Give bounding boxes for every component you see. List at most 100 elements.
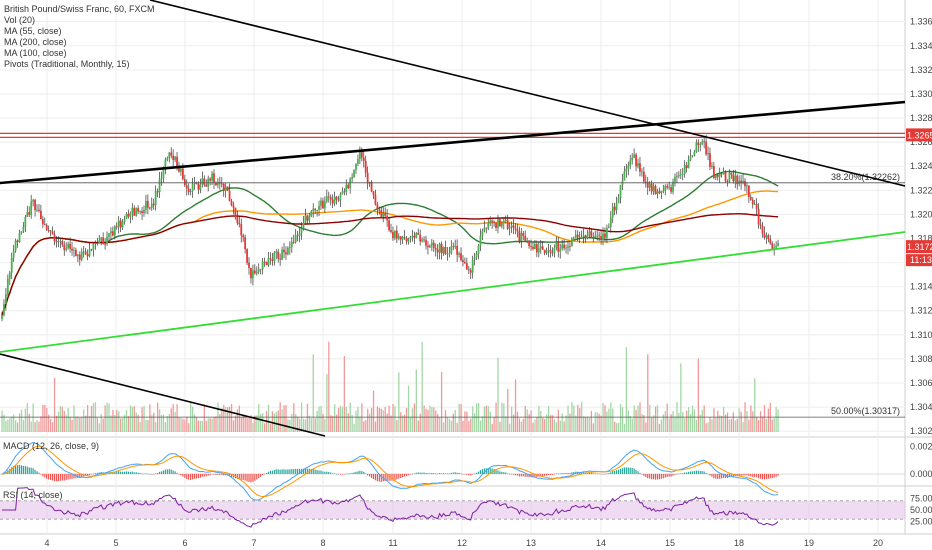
candle-bull <box>67 243 70 249</box>
macd-histogram-bar <box>450 472 452 474</box>
volume-bar <box>499 421 501 432</box>
volume-bar <box>86 405 89 432</box>
volume-bar <box>750 405 752 432</box>
candle-bull <box>728 172 731 182</box>
volume-bar <box>174 412 176 432</box>
volume-bar <box>547 406 550 432</box>
candle-bear <box>329 197 332 200</box>
macd-histogram-bar <box>686 472 688 474</box>
y-tick-label: 1.33400 <box>910 41 932 51</box>
macd-histogram-bar <box>182 473 184 477</box>
candle-bull <box>695 142 698 152</box>
macd-histogram-bar <box>228 473 231 477</box>
candle-bear <box>242 235 245 238</box>
candle-bull <box>73 249 75 251</box>
volume-bar <box>645 422 647 432</box>
candle-bear <box>203 178 206 185</box>
candle-bull <box>481 230 484 236</box>
volume-bar <box>112 409 114 432</box>
macd-histogram-bar <box>765 473 767 479</box>
macd-histogram-bar <box>205 473 207 477</box>
candle-bear <box>244 237 247 250</box>
trendline-support <box>0 231 906 353</box>
candle-bear <box>265 261 268 266</box>
macd-histogram-bar <box>285 469 287 474</box>
rsi-tick-label: 75.00 <box>910 494 932 504</box>
rsi-tick-label: 50.00 <box>910 505 932 515</box>
macd-histogram-bar <box>658 473 661 480</box>
macd-histogram-bar <box>372 473 375 480</box>
volume-bar <box>16 422 19 432</box>
macd-histogram-bar <box>627 467 629 474</box>
candle-bull <box>12 250 15 258</box>
macd-histogram-bar <box>699 470 701 474</box>
candle-bull <box>605 228 608 238</box>
macd-histogram-bar <box>773 473 775 478</box>
candle-bull <box>180 168 182 172</box>
candle-bull <box>446 253 449 255</box>
macd-histogram-bar <box>297 468 299 474</box>
macd-histogram-bar <box>479 470 482 474</box>
candle-bull <box>20 231 23 233</box>
candle-bull <box>98 240 101 244</box>
candle-bear <box>405 237 408 242</box>
macd-histogram-bar <box>750 473 752 477</box>
volume-bar <box>575 415 577 432</box>
volume-bar <box>339 405 342 432</box>
volume-bar <box>90 405 93 432</box>
macd-histogram-bar <box>717 473 719 479</box>
volume-bar <box>450 420 452 432</box>
macd-histogram-bar <box>746 473 748 476</box>
macd-histogram-bar <box>244 473 246 481</box>
candle-bull <box>14 240 17 251</box>
volume-bar <box>248 417 250 432</box>
candle-bull <box>664 185 667 191</box>
macd-histogram-bar <box>312 469 314 474</box>
macd-histogram-bar <box>499 471 501 474</box>
macd-histogram-bar <box>676 473 678 475</box>
candle-bear <box>613 206 616 211</box>
volume-bar <box>439 417 441 432</box>
macd-histogram-bar <box>509 473 511 475</box>
candle-bear <box>549 250 552 253</box>
volume-bar <box>168 414 170 432</box>
volume-bar <box>392 403 394 432</box>
macd-histogram-bar <box>193 473 196 479</box>
candle-bull <box>534 244 536 250</box>
macd-histogram-bar <box>332 473 334 474</box>
macd-histogram-bar <box>404 473 406 477</box>
candle-bull <box>255 271 258 274</box>
macd-histogram-bar <box>707 473 709 475</box>
volume-bar <box>22 419 25 432</box>
volume-bar <box>584 416 587 432</box>
macd-histogram-bar <box>258 473 260 479</box>
volume-bar <box>763 405 766 432</box>
macd-histogram-bar <box>769 473 771 479</box>
macd-histogram-bar <box>405 473 408 476</box>
volume-bar <box>155 422 157 432</box>
x-tick-label: 11 <box>388 538 397 548</box>
volume-bar <box>129 405 132 432</box>
candle-bull <box>677 175 680 177</box>
volume-bar <box>604 405 606 432</box>
macd-histogram-bar <box>563 473 565 474</box>
volume-bar <box>363 421 365 432</box>
x-tick-label: 14 <box>596 538 606 548</box>
macd-histogram-bar <box>649 473 651 479</box>
macd-histogram-bar <box>209 473 211 476</box>
volume-bar <box>166 415 169 432</box>
macd-histogram-bar <box>435 473 437 474</box>
volume-bar <box>662 414 664 432</box>
candle-bull <box>162 167 165 179</box>
macd-histogram-bar <box>693 471 696 474</box>
volume-bar <box>353 423 355 432</box>
candle-bear <box>730 172 733 175</box>
candle-bear <box>246 249 248 263</box>
macd-histogram-bar <box>349 473 351 474</box>
candle-bull <box>668 187 671 189</box>
candle-bull <box>76 254 79 257</box>
macd-histogram-bar <box>629 467 631 474</box>
volume-bar <box>201 420 204 432</box>
volume-bar <box>641 413 643 432</box>
